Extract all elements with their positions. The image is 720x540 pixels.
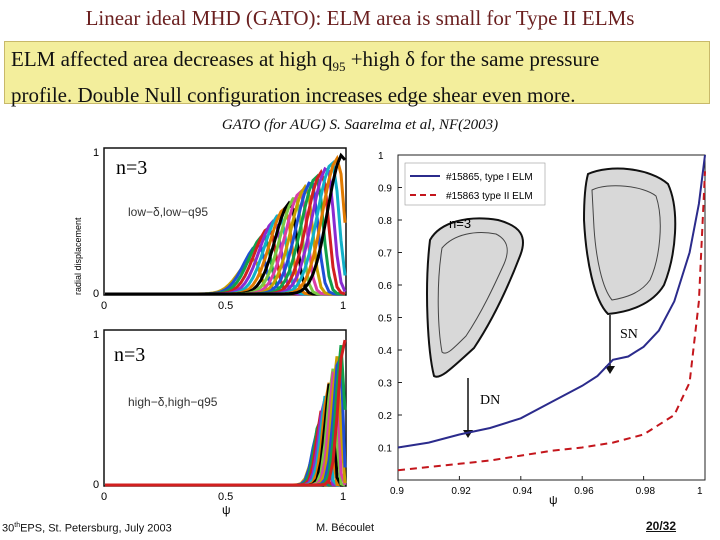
left-top-xtick-1: 1: [340, 300, 346, 312]
y-tick-label: 1: [378, 151, 384, 162]
left-top-ylabel: radial displacement: [73, 217, 83, 295]
left-bottom-case-label: high−δ,high−q95: [128, 395, 218, 409]
left-top-xtick-0: 0: [101, 300, 107, 312]
y-tick-label: 0.4: [378, 346, 392, 357]
y-tick-label: 0.3: [378, 379, 392, 390]
summary-box: ELM affected area decreases at high q95 …: [4, 41, 710, 107]
legend-label-type2: #15863 type II ELM: [446, 191, 533, 202]
eigenfunction-curve: [105, 339, 347, 487]
right-chart: 0.9 0.92 0.94 0.96 0.98 1 0.1 0.2 0.3 0.4 0.5 0.6 0.…: [378, 151, 706, 507]
sn-plasma-shape: [582, 167, 677, 316]
left-bottom-ytick-1: 1: [93, 329, 99, 341]
citation: GATO (for AUG) S. Saarelma et al, NF(200…: [221, 117, 499, 133]
left-bottom-xlabel: ψ: [222, 503, 231, 517]
y-tick-label: 0.9: [378, 184, 392, 195]
left-bottom-curves: [105, 339, 347, 487]
right-chart-xlabel: ψ: [549, 493, 558, 507]
left-bottom-panel: 1 0 0 0.5 1 ψ n=3 high−δ,high−q95: [93, 329, 347, 517]
slide-title: Linear ideal MHD (GATO): ELM area is sma…: [85, 6, 635, 30]
summary-line-2: profile. Double Null configuration incre…: [11, 83, 576, 108]
left-bottom-xtick-0: 0: [101, 491, 107, 503]
right-chart-mode-label: n=3: [449, 216, 471, 231]
left-top-curves: [105, 152, 347, 296]
left-bottom-mode-label: n=3: [114, 344, 145, 366]
x-tick-label: 0.92: [451, 486, 471, 497]
x-tick-label: 1: [697, 486, 703, 497]
left-bottom-ytick-0: 0: [93, 479, 99, 491]
eigenfunction-curve: [105, 152, 347, 296]
y-tick-label: 0.5: [378, 314, 392, 325]
x-tick-label: 0.98: [636, 486, 656, 497]
left-top-ytick-1: 1: [93, 147, 99, 159]
dn-plasma-inner-contour: [437, 232, 508, 354]
left-top-panel: radial displacement 1 0 0 0.5 1 n=3 low−…: [73, 147, 347, 312]
right-chart-legend: #15865, type I ELM #15863 type II ELM: [404, 162, 546, 206]
y-tick-label: 0.8: [378, 216, 392, 227]
left-bottom-frame: [103, 329, 347, 487]
dn-plasma-shape: [426, 217, 525, 378]
sn-plasma-inner-contour: [591, 185, 661, 301]
left-top-case-label: low−δ,low−q95: [128, 205, 208, 219]
right-chart-plasma-shapes: [426, 167, 677, 438]
series-line-2: [397, 171, 706, 472]
legend-box: [404, 162, 546, 206]
x-tick-label: 0.9: [390, 486, 404, 497]
dn-label: DN: [480, 393, 500, 408]
footer-page-number: 20/32: [646, 519, 677, 533]
series-line-1: [397, 154, 706, 449]
left-bottom-xtick-05: 0.5: [218, 491, 233, 503]
left-top-xtick-05: 0.5: [218, 300, 233, 312]
left-bottom-xtick-1: 1: [340, 491, 346, 503]
x-tick-label: 0.94: [513, 486, 533, 497]
y-tick-label: 0.7: [378, 249, 392, 260]
sn-pointer-arrowhead: [605, 366, 615, 374]
left-top-ytick-0: 0: [93, 288, 99, 300]
y-tick-label: 0.6: [378, 281, 392, 292]
footer-conference: 30thEPS, St. Petersburg, July 2003: [2, 522, 172, 535]
legend-label-type1: #15865, type I ELM: [446, 172, 533, 183]
summary-line-1: ELM affected area decreases at high q95 …: [11, 47, 600, 75]
y-tick-label: 0.2: [378, 411, 392, 422]
sn-label: SN: [620, 327, 638, 342]
right-chart-series: [397, 154, 706, 472]
left-top-mode-label: n=3: [116, 157, 147, 179]
footer-author: M. Bécoulet: [316, 522, 375, 534]
y-tick-label: 0.1: [378, 444, 392, 455]
right-chart-axes: 0.9 0.92 0.94 0.96 0.98 1 0.1 0.2 0.3 0.4 0.5 0.6 0.…: [378, 151, 706, 497]
x-tick-label: 0.96: [574, 486, 594, 497]
